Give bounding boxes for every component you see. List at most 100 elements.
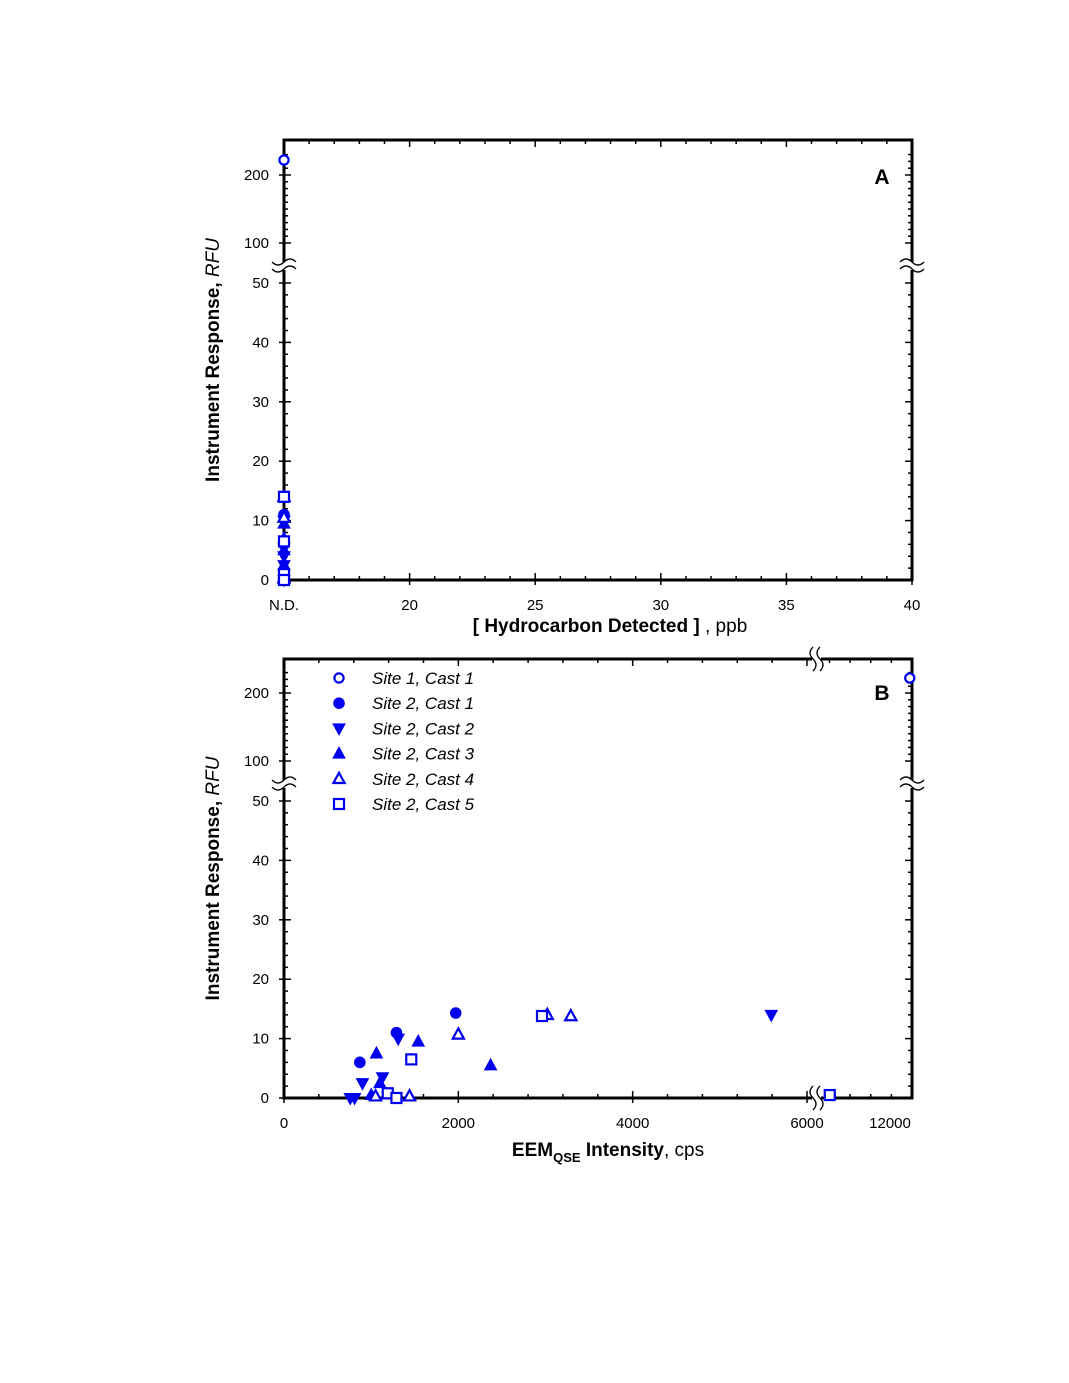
y-tick-label: 100 [244, 753, 269, 770]
legend-label: Site 1, Cast 1 [372, 669, 474, 688]
legend-marker [332, 723, 346, 736]
y-tick-label: 50 [252, 793, 269, 810]
data-point [391, 1033, 406, 1047]
y-tick-label: 50 [252, 275, 269, 292]
axis-break-gap [281, 262, 287, 270]
y-axis-title-main: Instrument Response, [203, 277, 224, 482]
axis-break-gap [909, 780, 915, 788]
data-point [277, 490, 291, 503]
data-point [276, 509, 292, 523]
axis-break-mark [271, 776, 297, 784]
legend-marker [332, 746, 346, 759]
y-tick-label: 10 [252, 1031, 269, 1048]
x-tick-label: 6000 [790, 1115, 823, 1132]
data-point [563, 1007, 579, 1022]
axis-break-mark [809, 1085, 817, 1111]
x-tick-label: 40 [904, 597, 921, 614]
data-point [823, 1088, 836, 1102]
y-tick-label: 0 [261, 1090, 269, 1107]
legend-label: Site 2, Cast 3 [372, 745, 475, 764]
panel-label-a: A [874, 166, 889, 189]
y-tick-label: 20 [252, 453, 269, 470]
data-point [390, 1091, 403, 1105]
plot-frame [282, 138, 914, 582]
legend-marker [333, 672, 345, 684]
data-point [355, 1078, 370, 1091]
data-point [277, 535, 291, 548]
axis-break-gap [281, 780, 287, 788]
y-tick-label: 10 [252, 513, 269, 530]
legend-label: Site 2, Cast 4 [372, 770, 474, 789]
y-tick-label: 0 [261, 572, 269, 589]
y-axis-title-unit: RFU [203, 756, 224, 795]
data-point [411, 1034, 426, 1047]
x-axis-title-main: EEM [512, 1140, 553, 1161]
legend-label: Site 2, Cast 5 [372, 795, 475, 814]
data-point [368, 1087, 383, 1102]
data-point [764, 1009, 779, 1023]
y-tick-label: 100 [244, 235, 269, 252]
legend-label: Site 2, Cast 1 [372, 694, 474, 713]
axis-break-mark [816, 1085, 824, 1111]
x-tick-label: 25 [527, 597, 544, 614]
axis-break-mark [816, 646, 824, 672]
data-point [354, 1056, 366, 1069]
x-tick-label: 30 [652, 597, 669, 614]
data-point [373, 1075, 387, 1089]
data-point [449, 1007, 462, 1019]
data-point [405, 1053, 418, 1066]
legend-marker [331, 770, 347, 785]
y-axis-title: Instrument Response, RFU [203, 238, 224, 482]
y-tick-label: 40 [252, 852, 269, 869]
x-tick-label: 35 [778, 597, 795, 614]
legend-label: Site 2, Cast 2 [372, 719, 475, 738]
y-axis-title-unit: RFU [203, 238, 224, 277]
x-axis-title-main: [ Hydrocarbon Detected ] [473, 616, 700, 637]
axis-break-mark [899, 265, 925, 273]
x-axis-title-unit: , ppb [700, 616, 748, 637]
y-tick-label: 200 [244, 167, 269, 184]
axis-break-gap [812, 1094, 821, 1102]
x-tick-label: 0 [280, 1115, 288, 1132]
x-axis-title: EEMQSE Intensity, cps [512, 1140, 704, 1165]
axis-break-gap [909, 262, 915, 270]
x-tick-label: 2000 [442, 1115, 475, 1132]
x-tick-label: 4000 [616, 1115, 649, 1132]
axis-break-mark [271, 258, 297, 266]
axis-break-gap [812, 655, 821, 663]
data-point [347, 1093, 362, 1106]
y-tick-label: 40 [252, 334, 269, 351]
y-tick-label: 200 [244, 685, 269, 702]
x-axis-title-main2: Intensity [581, 1140, 665, 1161]
x-axis-title-subscript: QSE [553, 1150, 581, 1165]
y-tick-label: 20 [252, 971, 269, 988]
axis-break-mark [899, 258, 925, 266]
data-point [277, 573, 291, 587]
axis-break-mark [271, 783, 297, 791]
data-point [277, 542, 291, 556]
data-point [535, 1009, 549, 1023]
axis-break-mark [899, 783, 925, 791]
y-axis-title: Instrument Response, RFU [203, 756, 224, 1000]
data-point [369, 1045, 384, 1059]
x-tick-label: 20 [401, 597, 418, 614]
y-tick-label: 30 [252, 394, 269, 411]
data-point [450, 1026, 466, 1040]
y-tick-label: 30 [252, 912, 269, 929]
legend-marker [332, 797, 346, 811]
panel-label-b: B [874, 682, 889, 705]
x-axis-title: [ Hydrocarbon Detected ] , ppb [473, 616, 748, 637]
legend: Site 1, Cast 1 Site 2, Cast 1 Site 2, Cast… [331, 669, 475, 814]
data-point [402, 1087, 417, 1102]
x-tick-label: N.D. [269, 597, 299, 614]
axis-break-mark [809, 646, 817, 672]
axis-break-mark [271, 265, 297, 273]
x-axis-title-unit: , cps [664, 1140, 704, 1161]
data-point [904, 672, 916, 684]
chart-panel-a: 0 10 20 30 40 50 100 200 N.D. 20 25 30 35 40 A [ Hydroc… [203, 138, 925, 637]
data-point [483, 1057, 498, 1071]
y-axis-title-main: Instrument Response, [203, 796, 224, 1001]
data-point [278, 154, 290, 166]
